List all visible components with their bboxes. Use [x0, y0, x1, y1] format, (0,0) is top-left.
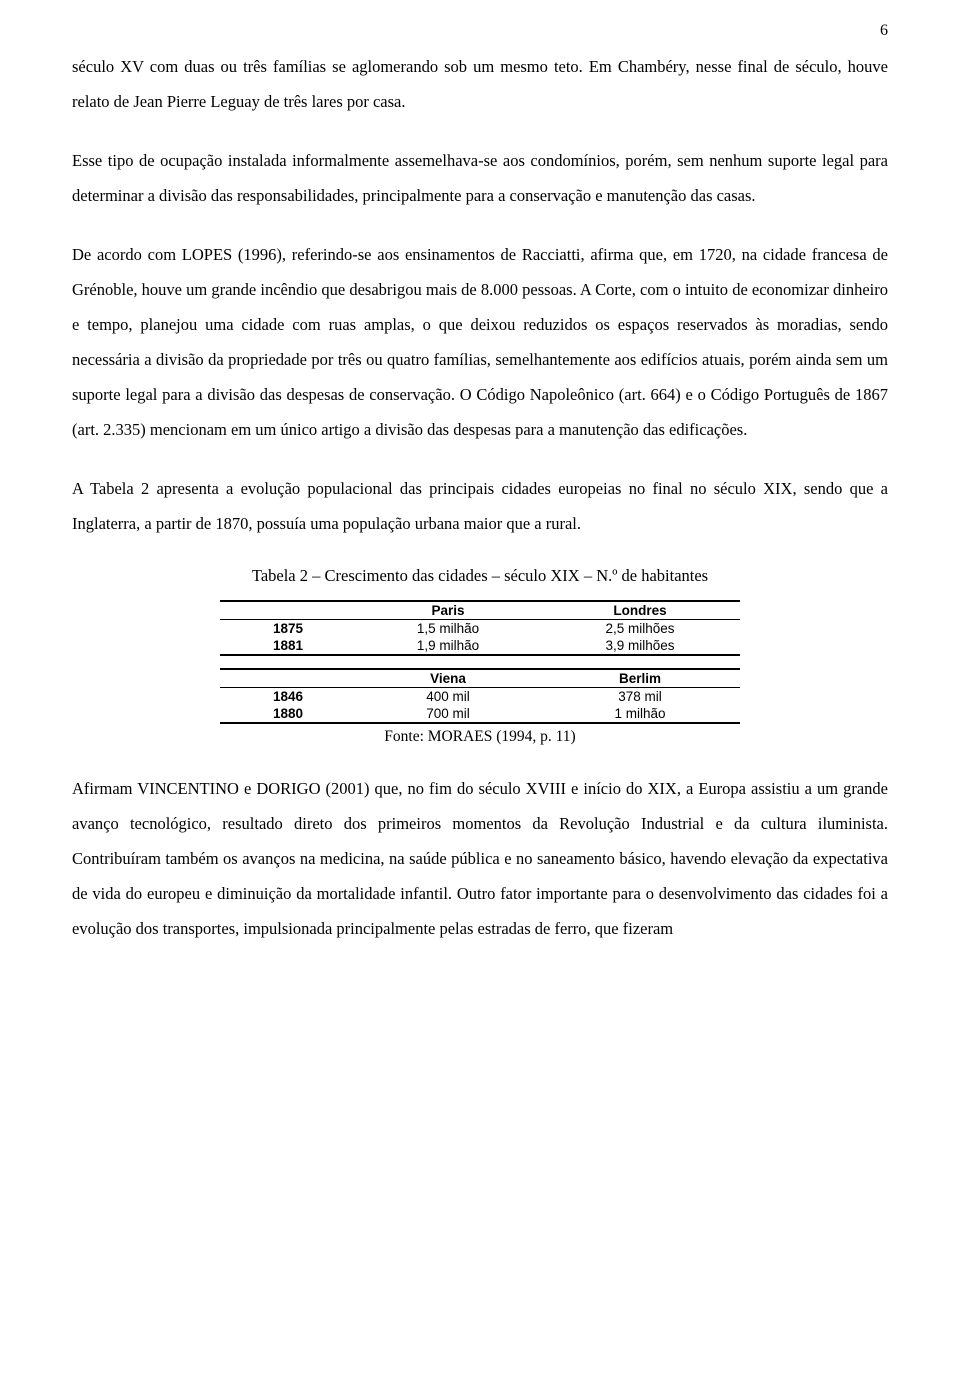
document-page: 6 século XV com duas ou três famílias se… [0, 0, 960, 1394]
paragraph-2: Esse tipo de ocupação instalada informal… [72, 144, 888, 214]
table-caption: Tabela 2 – Crescimento das cidades – séc… [72, 566, 888, 586]
page-number: 6 [880, 22, 888, 40]
table-header-blank [220, 669, 356, 688]
table-header-blank [220, 601, 356, 620]
table-value-cell: 2,5 milhões [540, 619, 740, 637]
table-header-city: Berlim [540, 669, 740, 688]
table-value-cell: 700 mil [356, 705, 540, 723]
table-header-city: Paris [356, 601, 540, 620]
population-table: Paris Londres 1875 1,5 milhão 2,5 milhõe… [220, 600, 740, 724]
paragraph-1: século XV com duas ou três famílias se a… [72, 50, 888, 120]
table-row: 1846 400 mil 378 mil [220, 687, 740, 705]
table-year-cell: 1875 [220, 619, 356, 637]
paragraph-3: De acordo com LOPES (1996), referindo-se… [72, 238, 888, 448]
table-year-cell: 1881 [220, 637, 356, 655]
table-row: 1875 1,5 milhão 2,5 milhões [220, 619, 740, 637]
paragraph-4: A Tabela 2 apresenta a evolução populaci… [72, 472, 888, 542]
table-year-cell: 1880 [220, 705, 356, 723]
table-value-cell: 1,9 milhão [356, 637, 540, 655]
table-header-row: Viena Berlim [220, 669, 740, 688]
table-spacer-row [220, 655, 740, 669]
table-value-cell: 400 mil [356, 687, 540, 705]
table-row: 1881 1,9 milhão 3,9 milhões [220, 637, 740, 655]
table-year-cell: 1846 [220, 687, 356, 705]
table-row: 1880 700 mil 1 milhão [220, 705, 740, 723]
table-header-city: Londres [540, 601, 740, 620]
table-source: Fonte: MORAES (1994, p. 11) [72, 728, 888, 746]
table-value-cell: 378 mil [540, 687, 740, 705]
table-value-cell: 3,9 milhões [540, 637, 740, 655]
table-header-row: Paris Londres [220, 601, 740, 620]
table-header-city: Viena [356, 669, 540, 688]
paragraph-5: Afirmam VINCENTINO e DORIGO (2001) que, … [72, 772, 888, 947]
table-value-cell: 1,5 milhão [356, 619, 540, 637]
table-value-cell: 1 milhão [540, 705, 740, 723]
